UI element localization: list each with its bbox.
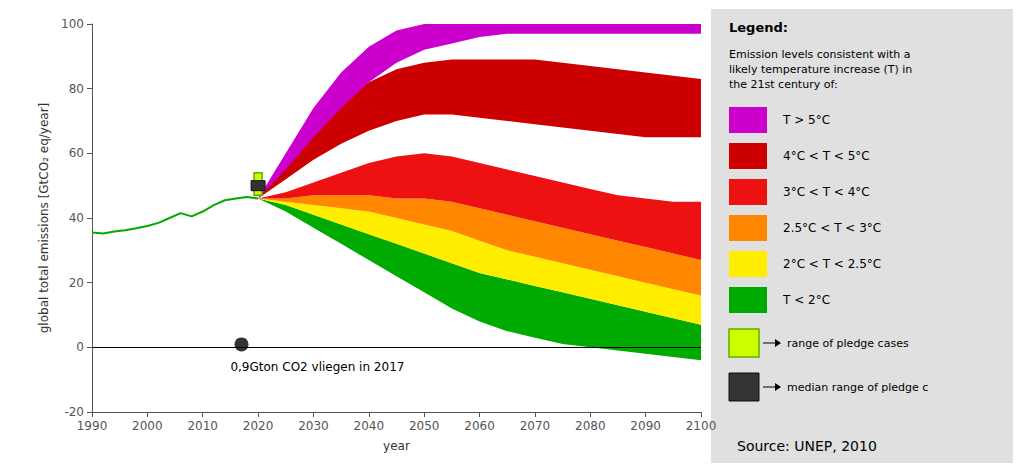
svg-text:4°C < T < 5°C: 4°C < T < 5°C bbox=[783, 149, 870, 163]
svg-text:Legend:: Legend: bbox=[729, 20, 788, 35]
svg-text:0: 0 bbox=[76, 340, 84, 354]
svg-text:80: 80 bbox=[69, 82, 84, 96]
svg-text:range of pledge cases: range of pledge cases bbox=[787, 337, 909, 350]
svg-text:Source: UNEP, 2010: Source: UNEP, 2010 bbox=[737, 438, 877, 454]
svg-text:2050: 2050 bbox=[409, 419, 440, 433]
svg-text:2090: 2090 bbox=[630, 419, 661, 433]
svg-text:-20: -20 bbox=[64, 405, 84, 419]
svg-text:2.5°C < T < 3°C: 2.5°C < T < 3°C bbox=[783, 221, 881, 235]
svg-text:2°C < T < 2.5°C: 2°C < T < 2.5°C bbox=[783, 257, 881, 271]
svg-text:100: 100 bbox=[61, 17, 84, 31]
svg-text:Emission levels consistent wit: Emission levels consistent with a bbox=[729, 48, 911, 61]
svg-text:2100: 2100 bbox=[686, 419, 717, 433]
svg-text:3°C < T < 4°C: 3°C < T < 4°C bbox=[783, 185, 870, 199]
svg-text:2030: 2030 bbox=[298, 419, 329, 433]
svg-text:60: 60 bbox=[69, 146, 84, 160]
svg-text:likely temperature increase (T: likely temperature increase (T) in bbox=[729, 63, 912, 76]
svg-text:global total emissions [GtCO₂: global total emissions [GtCO₂ eq/year] bbox=[37, 103, 51, 334]
svg-text:2070: 2070 bbox=[520, 419, 551, 433]
svg-text:1990: 1990 bbox=[77, 419, 108, 433]
svg-text:2000: 2000 bbox=[132, 419, 163, 433]
svg-text:40: 40 bbox=[69, 211, 84, 225]
svg-text:2060: 2060 bbox=[464, 419, 495, 433]
svg-text:2040: 2040 bbox=[354, 419, 385, 433]
svg-text:0,9Gton CO2 vliegen in 2017: 0,9Gton CO2 vliegen in 2017 bbox=[230, 360, 404, 374]
svg-text:2020: 2020 bbox=[243, 419, 274, 433]
svg-text:2080: 2080 bbox=[575, 419, 606, 433]
svg-text:median range of pledge c: median range of pledge c bbox=[787, 381, 928, 394]
svg-text:the 21st century of:: the 21st century of: bbox=[729, 78, 838, 91]
svg-text:20: 20 bbox=[69, 276, 84, 290]
svg-text:2010: 2010 bbox=[187, 419, 218, 433]
svg-text:year: year bbox=[383, 439, 410, 453]
svg-text:T > 5°C: T > 5°C bbox=[782, 113, 830, 127]
svg-text:T < 2°C: T < 2°C bbox=[782, 293, 830, 307]
